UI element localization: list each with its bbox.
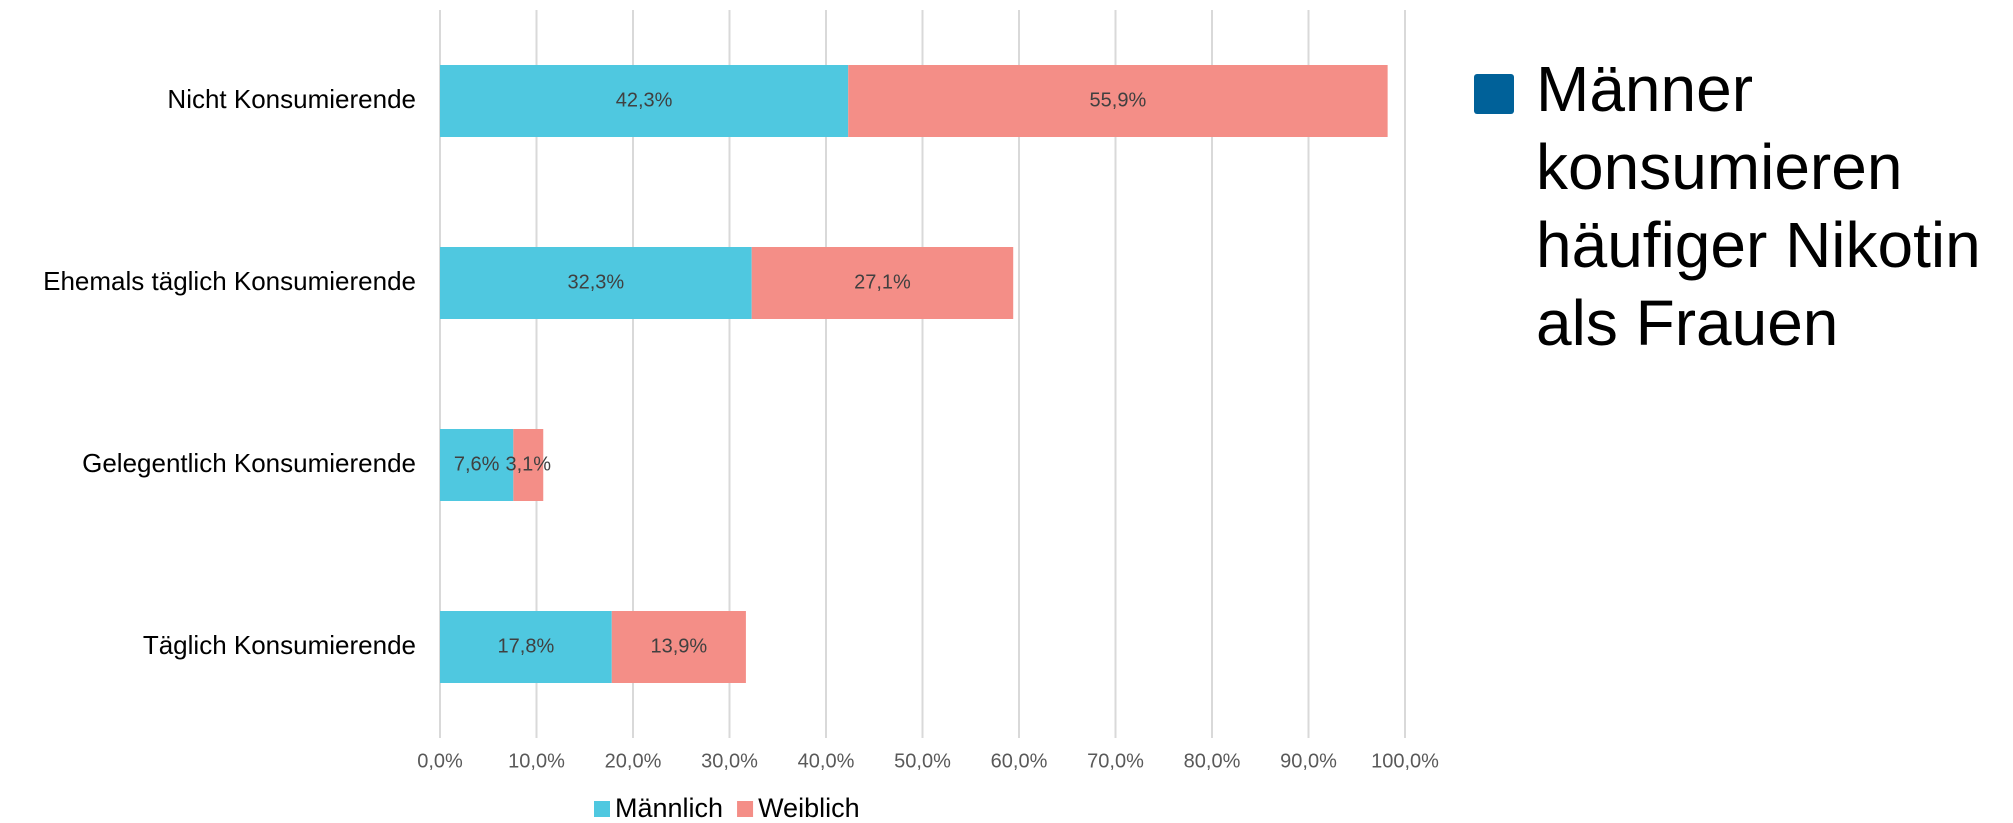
value-label: 32,3%: [567, 271, 624, 293]
value-label: 17,8%: [498, 635, 555, 657]
bar-segment: [440, 429, 514, 501]
annotation-line: als Frauen: [1536, 287, 1838, 359]
x-tick-label: 40,0%: [798, 750, 855, 772]
value-label: 27,1%: [854, 271, 911, 293]
x-tick-label: 30,0%: [701, 750, 758, 772]
value-label: 13,9%: [650, 635, 707, 657]
x-tick-label: 50,0%: [894, 750, 951, 772]
value-label: 42,3%: [616, 89, 673, 111]
value-label: 55,9%: [1090, 89, 1147, 111]
category-label: Gelegentlich Konsumierende: [82, 448, 416, 478]
legend-swatch: [737, 801, 754, 817]
x-tick-label: 0,0%: [417, 750, 463, 772]
legend-label: Männlich: [615, 793, 723, 823]
bar-segment: [848, 65, 1388, 137]
x-tick-label: 60,0%: [991, 750, 1048, 772]
x-tick-label: 70,0%: [1087, 750, 1144, 772]
category-label: Nicht Konsumierende: [167, 84, 416, 114]
x-tick-label: 100,0%: [1371, 750, 1439, 772]
annotation-line: konsumieren: [1536, 131, 1902, 203]
bar-segment: [513, 429, 544, 501]
x-tick-label: 90,0%: [1280, 750, 1337, 772]
bar-segment: [440, 65, 849, 137]
annotation-line: häufiger Nikotin: [1536, 209, 1981, 281]
x-tick-label: 80,0%: [1184, 750, 1241, 772]
bar-segment: [440, 247, 752, 319]
x-tick-label: 10,0%: [508, 750, 565, 772]
category-label: Ehemals täglich Konsumierende: [43, 266, 416, 296]
legend-swatch: [594, 801, 610, 817]
annotation-line: Männer: [1536, 53, 1753, 125]
value-label: 3,1%: [506, 453, 552, 475]
bar-segment: [751, 247, 1014, 319]
category-label: Täglich Konsumierende: [143, 630, 416, 660]
value-label: 7,6%: [454, 453, 500, 475]
legend-label: Weiblich: [758, 793, 860, 823]
bar-segment: [440, 611, 612, 683]
annotation-marker: [1474, 74, 1514, 114]
bar-segment: [611, 611, 746, 683]
x-tick-label: 20,0%: [605, 750, 662, 772]
